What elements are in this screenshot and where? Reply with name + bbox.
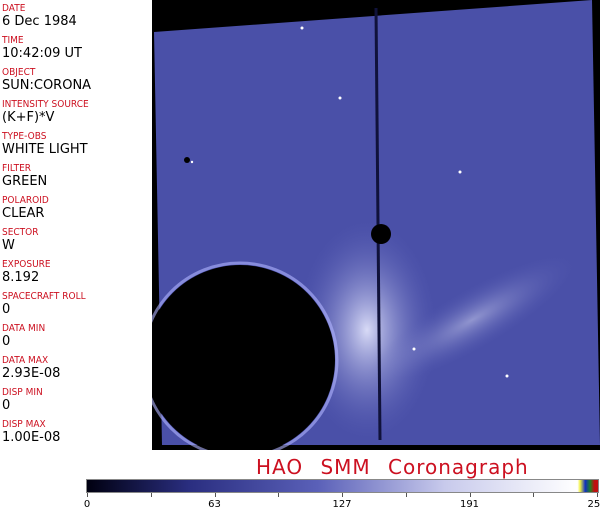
field-value: GREEN: [2, 174, 48, 189]
colorbar-tick: [150, 493, 152, 497]
colorbar-tick: [405, 493, 407, 497]
field-value: 8.192: [2, 270, 40, 285]
field-value: WHITE LIGHT: [2, 142, 88, 157]
field-value: CLEAR: [2, 206, 45, 221]
field-label: INTENSITY SOURCE: [2, 99, 89, 110]
field-label: DATA MIN: [2, 323, 46, 334]
colorbar: [86, 479, 599, 493]
colorbar-tick-label: 127: [332, 499, 352, 510]
colorbar-tick-label: 0: [83, 499, 91, 510]
colorbar-tick: [533, 493, 535, 497]
colorbar-tick: [214, 493, 216, 497]
field-value: 0: [2, 302, 11, 317]
colorbar-tick-label: 191: [459, 499, 480, 510]
field-label: OBJECT: [2, 67, 36, 78]
field-value: W: [2, 238, 15, 253]
colorbar-tick: [597, 493, 598, 497]
header-panel: DATE 6 Dec 1984 TIME 10:42:09 UT OBJECT SUN:C…: [0, 0, 152, 450]
field-label: DATA MAX: [2, 355, 49, 366]
coronagraph-image: [152, 0, 600, 450]
field-label: FILTER: [2, 163, 32, 174]
colorbar-tick-label: 255: [587, 499, 600, 510]
field-value: 0: [2, 334, 11, 349]
field-value: 1.00E-08: [2, 430, 61, 445]
field-value: (K+F)*V: [2, 110, 55, 125]
field-label: TIME: [2, 35, 24, 46]
pylon-disk: [371, 224, 391, 244]
colorbar-tick-label: 63: [208, 499, 221, 510]
pylon: [374, 7, 382, 441]
field-value: SUN:CORONA: [2, 78, 92, 93]
instrument-title: HAO SMM Coronagraph: [256, 455, 529, 479]
colorbar-tick: [469, 493, 471, 497]
field-value: 0: [2, 398, 11, 413]
colorbar-tick: [278, 493, 280, 497]
occulting-disk: [152, 265, 335, 450]
field-label: DATE: [2, 3, 26, 14]
colorbar-tick: [342, 493, 343, 497]
field-label: DISP MIN: [2, 387, 43, 398]
field-label: POLAROID: [2, 195, 49, 206]
field-value: 2.93E-08: [2, 366, 61, 381]
field-value: 6 Dec 1984: [2, 14, 77, 29]
field-label: TYPE-OBS: [2, 131, 47, 142]
field-value: 10:42:09 UT: [2, 46, 82, 61]
field-label: SPACECRAFT ROLL: [2, 291, 86, 302]
field-label: DISP MAX: [2, 419, 46, 430]
colorbar-tick: [87, 493, 88, 497]
field-label: SECTOR: [2, 227, 39, 238]
field-label: EXPOSURE: [2, 259, 51, 270]
